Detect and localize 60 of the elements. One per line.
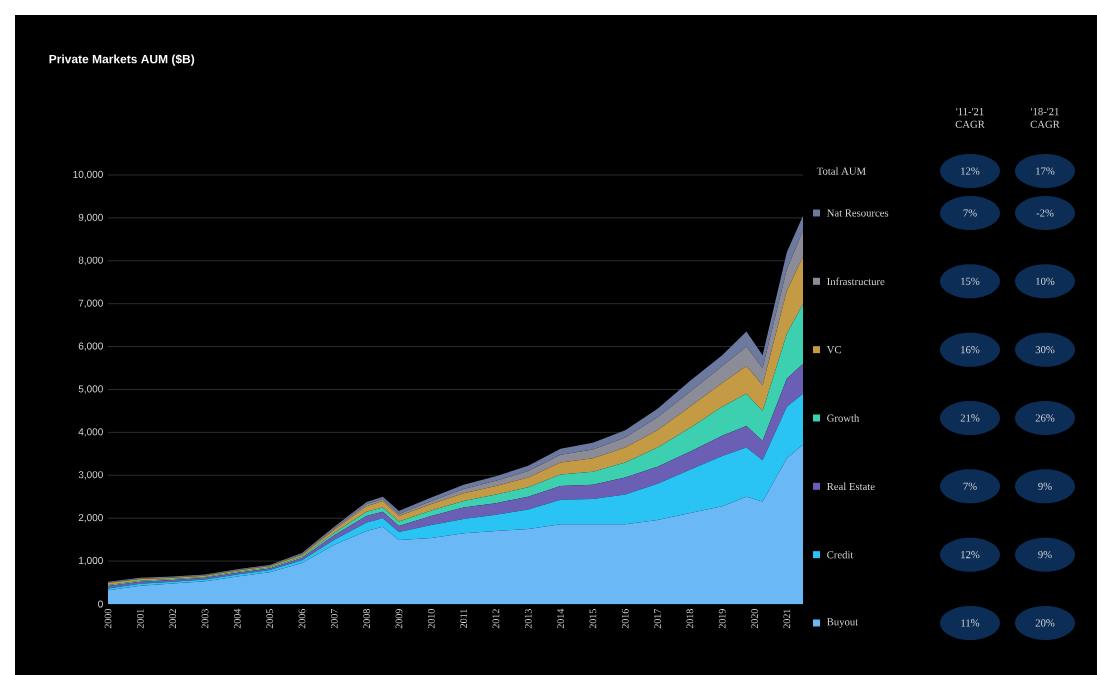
x-tick-label: 2021 bbox=[783, 609, 791, 629]
text: 11% bbox=[961, 619, 980, 627]
y-tick-label: 2,000 bbox=[78, 514, 103, 523]
x-tick-label: 2011 bbox=[460, 609, 467, 628]
text: 7% bbox=[963, 482, 977, 490]
text: 9% bbox=[1038, 551, 1052, 559]
x-tick-label: 2015 bbox=[589, 609, 597, 629]
legend-label: Nat Resources bbox=[827, 209, 889, 217]
x-tick-label: 2006 bbox=[298, 608, 306, 629]
x-tick-label: 2000 bbox=[104, 609, 112, 629]
y-tick-label: 9,000 bbox=[78, 213, 103, 223]
text: 10% bbox=[1036, 277, 1055, 285]
x-tick-label: 2013 bbox=[524, 609, 532, 629]
x-tick-label: 2005 bbox=[266, 609, 274, 629]
y-tick-label: 4,000 bbox=[78, 428, 103, 437]
y-tick-label: 8,000 bbox=[78, 256, 103, 265]
x-tick-label: 2010 bbox=[427, 609, 435, 629]
x-tick-label: 2016 bbox=[621, 608, 629, 629]
y-tick-label: 7,000 bbox=[78, 299, 103, 308]
x-tick-label: 2001 bbox=[136, 609, 144, 629]
text: 26% bbox=[1035, 414, 1055, 422]
x-tick-label: 2007 bbox=[330, 608, 338, 629]
text: 12% bbox=[961, 167, 980, 175]
x-tick-label: 2004 bbox=[233, 608, 241, 629]
text: Total AUM bbox=[816, 167, 866, 175]
x-tick-label: 2012 bbox=[492, 609, 500, 629]
text: 20% bbox=[1035, 619, 1055, 627]
x-tick-label: 2008 bbox=[363, 609, 370, 629]
text: 30% bbox=[1035, 346, 1055, 354]
text: 17% bbox=[1036, 167, 1055, 175]
x-tick-label: 2017 bbox=[654, 608, 661, 629]
y-tick-label: 0 bbox=[98, 600, 103, 608]
x-tick-label: 2019 bbox=[718, 609, 726, 629]
text: 7% bbox=[963, 209, 977, 217]
text: 12% bbox=[961, 551, 980, 559]
x-tick-label: 2003 bbox=[201, 609, 209, 629]
legend-label: Growth bbox=[827, 414, 860, 422]
legend-label: Infrastructure bbox=[827, 277, 885, 286]
x-tick-label: 2018 bbox=[686, 609, 694, 629]
legend-label: VC bbox=[826, 346, 841, 354]
y-tick-label: 3,000 bbox=[78, 471, 103, 480]
y-tick-label: 6,000 bbox=[78, 342, 103, 351]
text: 9% bbox=[1038, 482, 1052, 490]
text: '18-'21 CAGR bbox=[1030, 108, 1060, 128]
text: 21% bbox=[960, 414, 980, 422]
y-tick-label: 1,000 bbox=[79, 556, 103, 566]
text: -2% bbox=[1036, 209, 1054, 217]
legend-label: Buyout bbox=[827, 618, 859, 628]
legend-label: Credit bbox=[827, 550, 854, 559]
x-tick-label: 2002 bbox=[169, 609, 177, 629]
text: 15% bbox=[961, 277, 980, 285]
text: '11-'21 CAGR bbox=[955, 108, 985, 128]
x-tick-label: 2014 bbox=[557, 608, 564, 629]
y-tick-label: 5,000 bbox=[78, 385, 103, 394]
y-tick-label: 10,000 bbox=[73, 170, 103, 180]
x-tick-label: 2009 bbox=[395, 609, 403, 629]
legend-label: Real Estate bbox=[827, 482, 875, 491]
text: 16% bbox=[961, 346, 980, 354]
chart-title: Private Markets AUM ($B) bbox=[49, 54, 195, 66]
x-tick-label: 2020 bbox=[751, 609, 758, 629]
